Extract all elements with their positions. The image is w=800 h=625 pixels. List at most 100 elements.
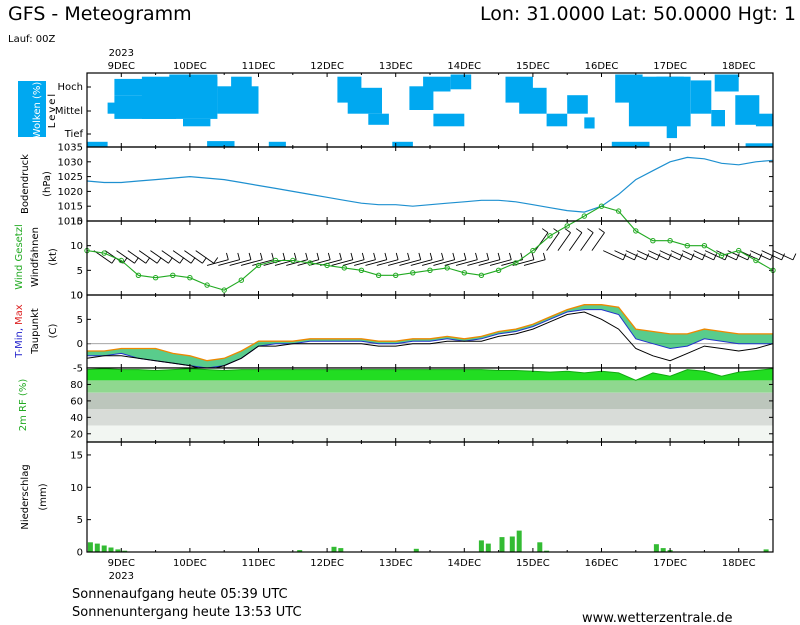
wind-barb: [127, 250, 147, 264]
bottom-date-label: 9DEC: [108, 558, 135, 569]
top-date-axis: 9DEC 10DEC 11DEC 12DEC 13DEC 14DEC 15DEC 16DEC 1…: [108, 48, 756, 72]
wind-barb-flag: [645, 253, 650, 261]
site-credit: www.wetterzentrale.de: [582, 611, 732, 625]
wind-gust-point: [358, 267, 365, 273]
wind-barb: [365, 259, 387, 266]
wind-gust-point: [547, 233, 553, 239]
wind-gust-line: [86, 205, 774, 291]
wind-barb: [534, 232, 549, 251]
wind-barb: [354, 259, 376, 266]
wind-barb: [399, 259, 421, 266]
temp-unit: (C): [48, 324, 59, 339]
cloud-block: [217, 86, 259, 114]
precip-bar: [108, 547, 114, 552]
wind-barb: [682, 250, 703, 261]
rh-tick-label: 20: [70, 429, 83, 440]
wind-barb: [229, 259, 252, 266]
wind-barb-flag: [237, 252, 241, 260]
wind-gust-point: [427, 267, 433, 273]
wind-barb: [727, 250, 748, 261]
precip-bar: [94, 543, 100, 552]
wind-gust-point: [341, 265, 347, 271]
wind-tick-label: 5: [77, 266, 83, 277]
page-title: GFS - Meteogramm: [8, 3, 192, 25]
precip-bar: [653, 544, 659, 552]
wind-barb: [331, 259, 353, 266]
wind-gust-point: [633, 228, 639, 234]
wind-barb-flag: [497, 252, 501, 260]
wind-barb-flag: [190, 257, 196, 264]
wind-barb-flag: [316, 252, 320, 260]
temp-tick-label: 10: [70, 291, 83, 302]
wind-gust-point: [255, 262, 262, 269]
wind-barb-flag: [656, 253, 661, 261]
wind-barb: [636, 250, 658, 261]
wind-barb-flag: [429, 252, 433, 260]
wind-barb-flag: [213, 257, 219, 264]
wind-barb-flag: [735, 253, 740, 261]
wind-barb: [388, 259, 410, 266]
precip-bar: [413, 548, 419, 552]
wind-barb-flag: [156, 257, 162, 264]
wind-barb-flag: [587, 228, 594, 233]
cloud-block: [714, 74, 739, 92]
pressure-tick-label: 1025: [58, 172, 83, 183]
top-date-label: 15DEC: [516, 61, 550, 72]
wind-barb-flag: [781, 253, 785, 261]
precip-panel: 0 5 10 15: [70, 441, 774, 559]
cloud-level-label: Level: [47, 92, 58, 128]
cloud-ylabel: Wolken (%): [32, 82, 43, 139]
wind-gust-point: [564, 223, 570, 229]
wind-unit: (kt): [48, 248, 59, 266]
wind-barb: [172, 250, 192, 264]
wind-barb-flag: [598, 228, 605, 233]
wind-gust-point: [530, 247, 536, 254]
tmin-label: T-Min,: [14, 328, 25, 359]
bottom-year-label: 2023: [109, 571, 134, 582]
wind-gust-point: [135, 272, 142, 278]
wind-barb-flag: [622, 253, 627, 261]
cloud-block: [169, 74, 218, 88]
wind-gust-point: [272, 257, 279, 264]
wind-gust-point: [736, 247, 742, 254]
pressure-tick-label: 1015: [58, 202, 83, 213]
cloud-block: [745, 143, 773, 147]
wind-barb-flag: [407, 252, 410, 260]
wind-tick-label: 10: [70, 241, 83, 252]
wind-tick-label: 0: [77, 291, 83, 302]
top-date-label: 14DEC: [447, 61, 481, 72]
wind-barb-flag: [553, 228, 560, 233]
wind-barb: [376, 259, 399, 266]
precip-bar: [101, 545, 107, 552]
precip-bar: [544, 550, 550, 552]
cloud-block: [231, 76, 252, 90]
precip-bar: [509, 536, 515, 552]
wind-gust-point: [410, 270, 416, 276]
bottom-date-label: 15DEC: [516, 558, 550, 569]
wind-gust-point: [513, 260, 519, 266]
wind-gust-point: [204, 282, 210, 288]
wind-barb: [568, 232, 583, 251]
top-date-label: 12DEC: [310, 61, 344, 72]
wind-barb: [614, 250, 635, 261]
wind-frame: [86, 220, 774, 296]
wind-barb-flag: [542, 252, 546, 260]
wind-barb: [489, 259, 512, 266]
humidity-panel: 20 40 60 80: [70, 367, 774, 443]
temperature-panel: -5 0 5 10: [70, 291, 774, 375]
bottom-date-label: 18DEC: [722, 558, 756, 569]
wind-panel: 0 5 10 15: [70, 203, 797, 302]
wind-barb: [591, 232, 605, 251]
wind-barb-flag: [679, 253, 684, 261]
precip-ylabel: Niederschlag: [20, 464, 31, 529]
wind-gust-point: [170, 272, 176, 278]
wind-barb-flag: [202, 257, 207, 264]
cloud-block: [611, 141, 650, 147]
cloud-block: [368, 113, 389, 125]
bottom-date-label: 12DEC: [310, 558, 344, 569]
wind-barb-flag: [384, 252, 388, 260]
wind-barb-flag: [248, 252, 252, 260]
wind-barb-flag: [168, 257, 173, 264]
wind-barb: [161, 250, 181, 264]
